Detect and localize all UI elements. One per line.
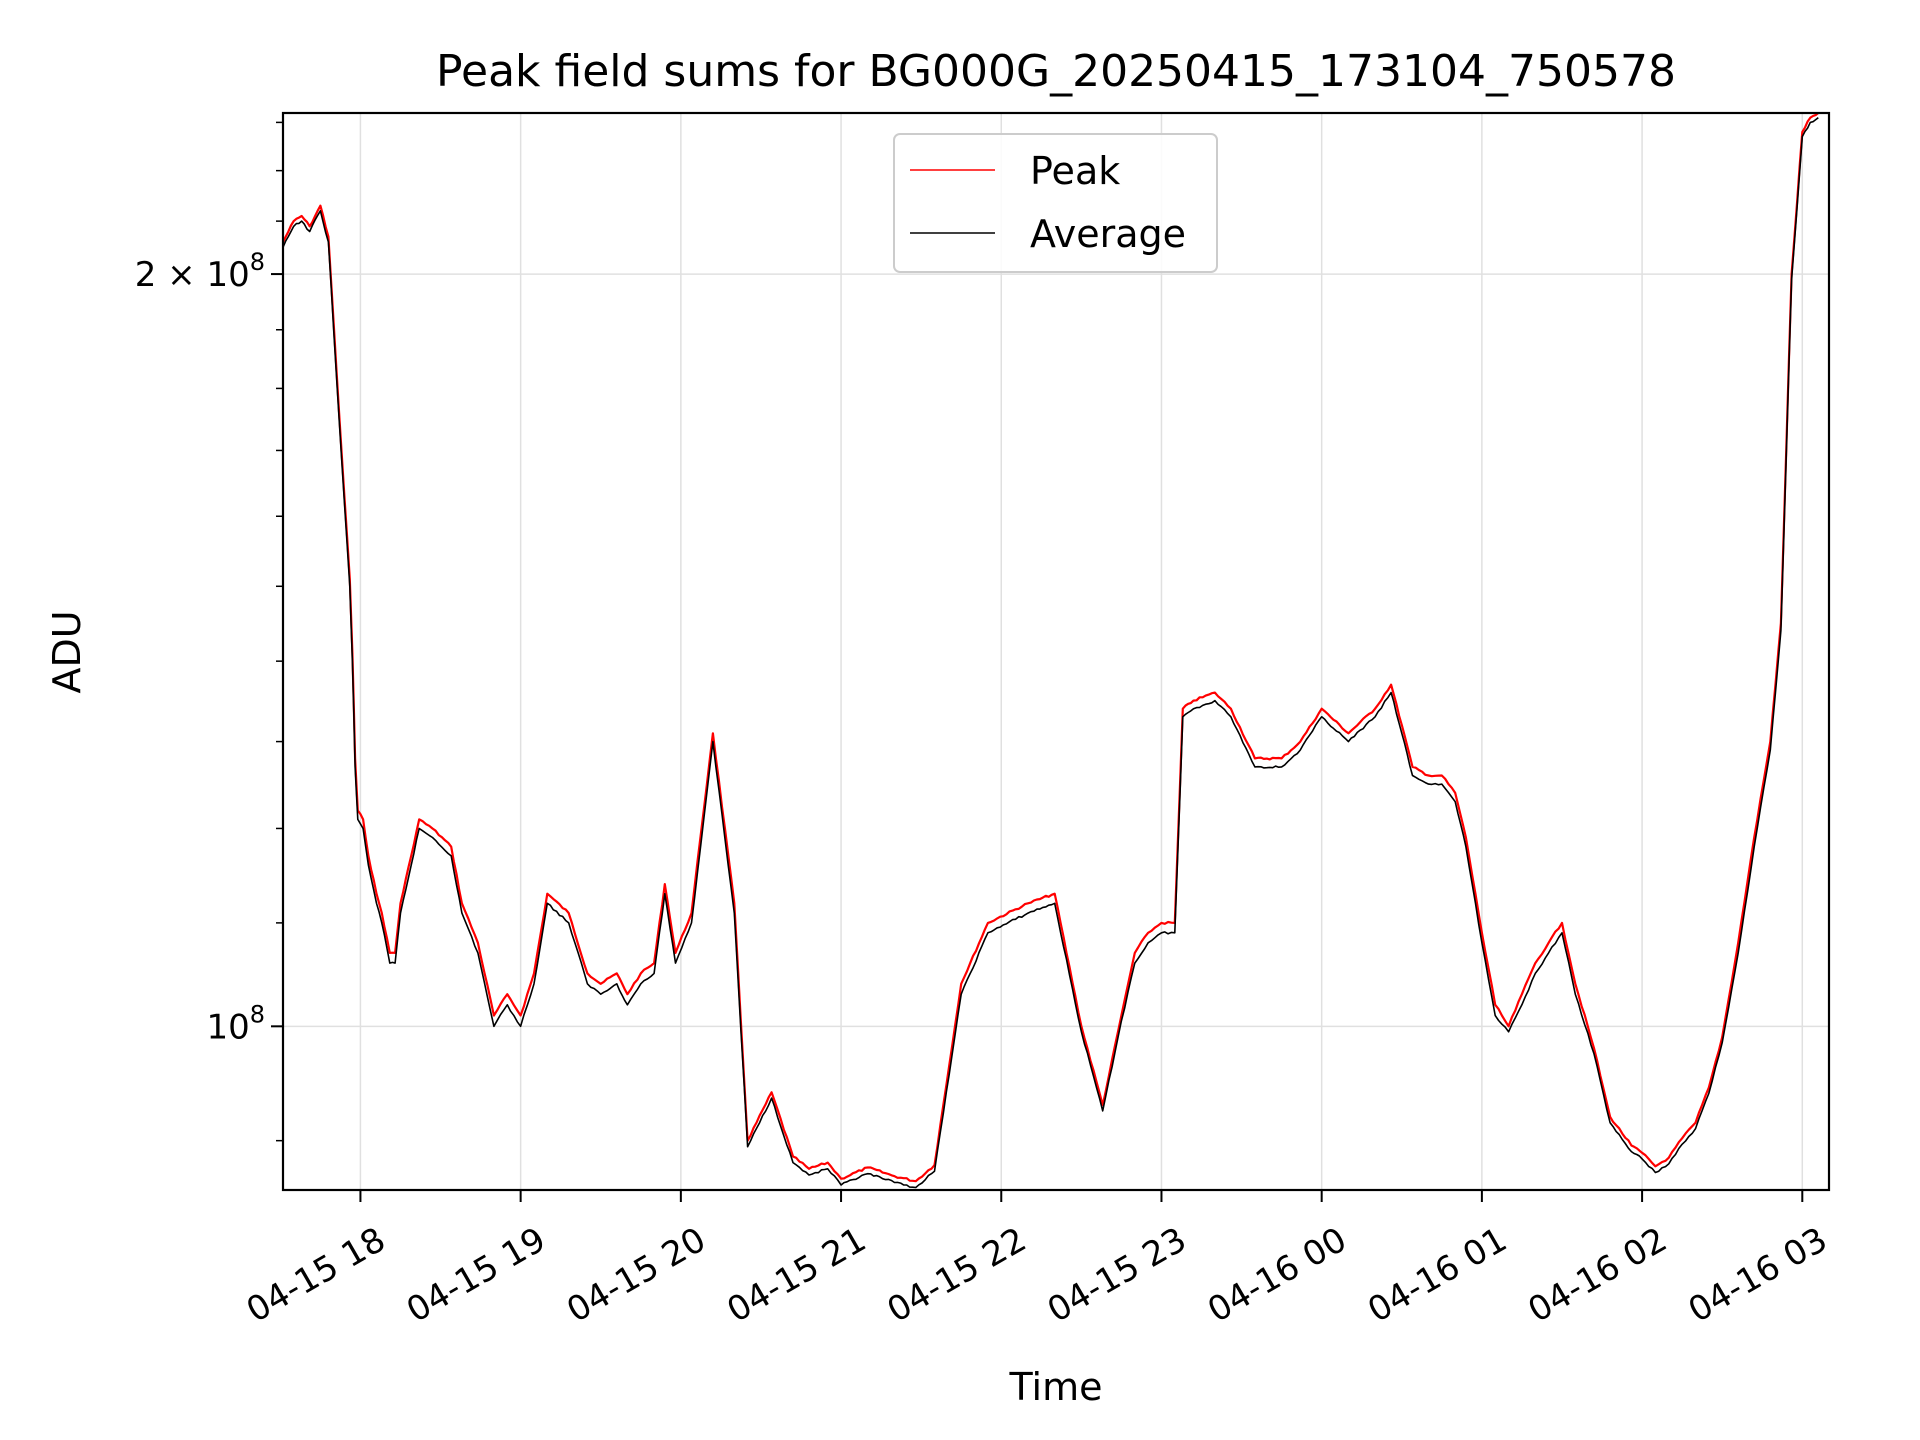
legend-label-average: Average <box>1030 212 1186 256</box>
legend-label-peak: Peak <box>1030 149 1120 193</box>
legend: Peak Average <box>893 133 1218 273</box>
axes-frame <box>281 111 1831 1192</box>
y-axis-ticks: 108 2 × 108 <box>135 121 283 1142</box>
legend-box <box>893 133 1218 273</box>
chart-title: Peak field sums for BG000G_20250415_1731… <box>436 46 1676 97</box>
x-axis-label: Time <box>1009 1365 1103 1409</box>
y-axis-label: ADU <box>45 610 89 693</box>
plot-series-group <box>282 112 1819 1189</box>
series-line-peak <box>282 112 1819 1183</box>
series-line-average <box>282 117 1819 1189</box>
y-tick-label: 108 <box>206 1000 265 1047</box>
grid-lines <box>283 113 1829 1190</box>
y-tick-label: 2 × 108 <box>135 248 265 295</box>
